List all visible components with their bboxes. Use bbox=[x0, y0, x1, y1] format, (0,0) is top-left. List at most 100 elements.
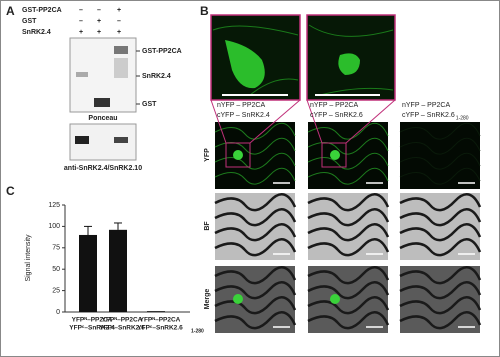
zoom-line bbox=[345, 99, 396, 144]
x-tick-label: YFPᴺ–PP2CA bbox=[140, 317, 181, 324]
sign: – bbox=[79, 18, 83, 25]
cell-wall bbox=[214, 223, 297, 242]
nucleus bbox=[233, 294, 243, 304]
cell-wall bbox=[307, 311, 390, 330]
cell-wall bbox=[307, 238, 390, 257]
row-label: GST-PP2CA bbox=[22, 7, 62, 14]
bar bbox=[109, 229, 127, 312]
construct-label: nYFP – PP2CA bbox=[402, 102, 450, 109]
band bbox=[114, 46, 128, 54]
x-tick-label: YFPᶜ–SnRK2.6 bbox=[99, 325, 145, 332]
nucleus bbox=[233, 150, 243, 160]
cell-wall bbox=[307, 281, 390, 300]
cell-wall bbox=[307, 122, 389, 140]
cell-wall bbox=[399, 266, 482, 285]
micrograph bbox=[308, 122, 388, 189]
cell-wall bbox=[214, 311, 297, 330]
band bbox=[114, 58, 128, 78]
cell-wall bbox=[307, 223, 390, 242]
cell-wall bbox=[399, 167, 481, 185]
y-tick-label: 75 bbox=[52, 245, 60, 252]
row-label: GST bbox=[22, 18, 37, 25]
band-label: SnRK2.4 bbox=[142, 73, 171, 80]
micrograph bbox=[308, 193, 388, 260]
cell-wall bbox=[214, 152, 296, 170]
sign: – bbox=[79, 7, 83, 14]
nucleus bbox=[338, 53, 360, 75]
cell-wall bbox=[307, 167, 389, 185]
cell-outline bbox=[212, 25, 299, 96]
panel-label: A bbox=[6, 4, 15, 18]
x-tick-label: YFPᴺ–PP2CA bbox=[72, 317, 113, 324]
construct-label: nYFP – PP2CA bbox=[310, 102, 358, 109]
y-tick-label: 0 bbox=[56, 309, 60, 316]
cell-wall bbox=[214, 266, 297, 285]
panel-label: B bbox=[200, 4, 209, 18]
sign: – bbox=[117, 18, 121, 25]
x-tick-subscript: 1-280 bbox=[191, 328, 204, 334]
cell-wall bbox=[214, 238, 297, 257]
bar bbox=[147, 311, 165, 312]
cell-wall bbox=[399, 281, 482, 300]
row-label: SnRK2.4 bbox=[22, 29, 51, 36]
y-tick-label: 100 bbox=[48, 223, 60, 230]
sign: + bbox=[97, 29, 101, 36]
x-tick-label: YFPᴺ–PP2CA bbox=[102, 317, 143, 324]
construct-label: cYFP – SnRK2.4 bbox=[217, 112, 270, 119]
bar bbox=[79, 234, 97, 312]
micrograph bbox=[215, 193, 295, 260]
cell-wall bbox=[399, 137, 481, 155]
cell-wall bbox=[214, 296, 297, 315]
zoom-line bbox=[249, 99, 301, 144]
micrograph bbox=[400, 193, 480, 260]
cell-wall bbox=[399, 152, 481, 170]
cell-wall bbox=[399, 238, 482, 257]
construct-label: cYFP – SnRK2.6 bbox=[310, 112, 363, 119]
subscript: 1-280 bbox=[456, 115, 469, 121]
cell-wall bbox=[399, 223, 482, 242]
zoom-box bbox=[321, 142, 347, 168]
micrograph bbox=[308, 266, 388, 333]
sign: + bbox=[97, 18, 101, 25]
zoom-box bbox=[225, 142, 251, 168]
zoom-line bbox=[306, 99, 323, 144]
band bbox=[75, 136, 89, 144]
construct-label: cYFP – SnRK2.6 bbox=[402, 112, 455, 119]
cell-wall bbox=[399, 296, 482, 315]
cell-wall bbox=[399, 208, 482, 227]
sign: + bbox=[79, 29, 83, 36]
construct-label: nYFP – PP2CA bbox=[217, 102, 265, 109]
cell-wall bbox=[214, 281, 297, 300]
x-tick-label: YFPᶜ–SnRK2.4 bbox=[69, 325, 115, 332]
y-axis-title: Signal intensity bbox=[25, 234, 32, 282]
cell-wall bbox=[307, 152, 389, 170]
micrograph bbox=[400, 122, 480, 189]
cell-wall bbox=[307, 208, 390, 227]
nucleus bbox=[330, 150, 340, 160]
cell-wall bbox=[399, 122, 481, 140]
band-label: GST-PP2CA bbox=[142, 48, 182, 55]
band-label: GST bbox=[142, 101, 157, 108]
cell-wall bbox=[307, 266, 390, 285]
cell-wall bbox=[214, 122, 296, 140]
sign: + bbox=[117, 7, 121, 14]
band bbox=[114, 137, 128, 143]
x-tick-label: YFPᶜ–SnRK2.6 bbox=[137, 325, 183, 332]
sign: + bbox=[117, 29, 121, 36]
cell-wall bbox=[214, 167, 296, 185]
y-tick-label: 25 bbox=[52, 287, 60, 294]
row-label: YFP bbox=[204, 148, 211, 162]
blot-label: anti-SnRK2.4/SnRK2.10 bbox=[64, 165, 142, 172]
cell-wall bbox=[399, 193, 482, 212]
micrograph bbox=[400, 266, 480, 333]
nucleus bbox=[225, 40, 265, 89]
row-label: Merge bbox=[204, 289, 211, 310]
stain-label: Ponceau bbox=[88, 115, 117, 122]
cell-wall bbox=[399, 311, 482, 330]
panel-label: C bbox=[6, 184, 15, 198]
sign: – bbox=[97, 7, 101, 14]
band bbox=[76, 72, 88, 77]
cell-wall bbox=[307, 193, 390, 212]
zoom-line bbox=[210, 99, 227, 144]
